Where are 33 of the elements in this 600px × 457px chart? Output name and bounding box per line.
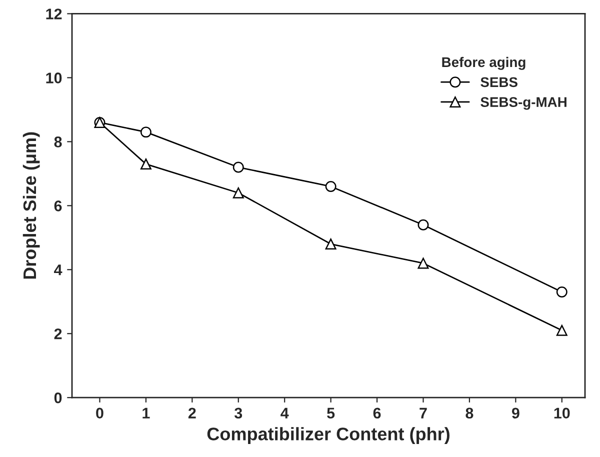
x-tick-label: 6 bbox=[373, 408, 381, 419]
y-tick-label: 10 bbox=[46, 72, 62, 84]
x-tick-label: 3 bbox=[234, 408, 242, 419]
point bbox=[418, 219, 429, 230]
legend-label: SEBS-g-MAH bbox=[480, 97, 566, 110]
legend-label: SEBS bbox=[480, 77, 518, 88]
x-tick-label: 7 bbox=[420, 408, 427, 418]
point bbox=[556, 324, 568, 336]
legend-title: Before aging bbox=[442, 56, 526, 70]
point bbox=[325, 180, 336, 192]
x-tick-label: 4 bbox=[280, 408, 289, 418]
y-tick-label: 8 bbox=[54, 136, 62, 148]
y-tick-label: 2 bbox=[54, 328, 62, 340]
point bbox=[140, 158, 152, 170]
y-tick-label: 4 bbox=[54, 264, 62, 276]
point bbox=[140, 126, 152, 138]
y-tick-label: 12 bbox=[46, 8, 62, 20]
x-tick-label: 2 bbox=[188, 408, 196, 418]
x-tick-label: 1 bbox=[142, 408, 150, 418]
x-tick-label: 0 bbox=[96, 408, 104, 419]
x-axis-title: Compatibilizer Content (phr) bbox=[207, 427, 450, 444]
point bbox=[325, 238, 336, 250]
point bbox=[556, 286, 568, 298]
x-tick-label: 9 bbox=[512, 408, 520, 419]
x-tick-label: 10 bbox=[554, 408, 570, 419]
point bbox=[418, 258, 429, 269]
y-axis-title: Droplet Size (μm) bbox=[22, 132, 40, 279]
x-tick-label: 5 bbox=[327, 408, 335, 419]
point bbox=[232, 162, 244, 173]
y-tick-label: 0 bbox=[54, 392, 62, 404]
x-tick-label: 8 bbox=[466, 408, 474, 419]
y-tick-label: 6 bbox=[54, 200, 62, 212]
point bbox=[232, 187, 244, 198]
